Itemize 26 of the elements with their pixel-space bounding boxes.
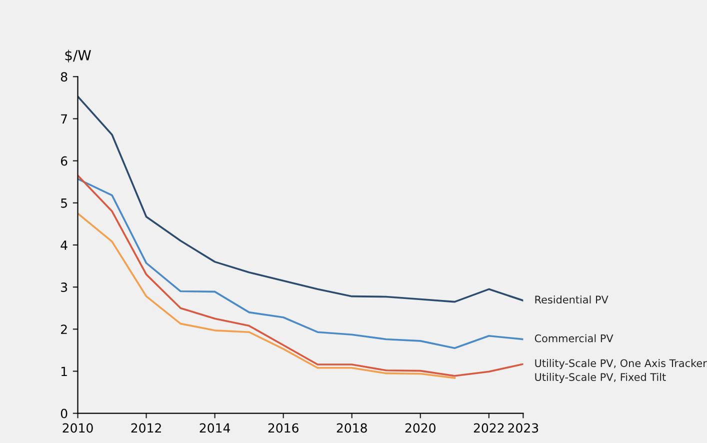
y-tick-label: 5 <box>61 198 67 208</box>
text: Utility-Scale PV, Fixed Tilt <box>535 372 666 384</box>
line-series <box>78 212 456 379</box>
y-tick-label: 1 <box>61 366 67 376</box>
x-tick-label: 2018 <box>336 423 367 433</box>
y-tick-label: 6 <box>60 156 68 166</box>
series-label: Residential PV <box>535 295 608 304</box>
x-tick-label: 2010 <box>62 423 93 433</box>
y-tick-label: 2 <box>61 324 67 334</box>
y-tick-label: 0 <box>60 408 68 418</box>
line-series <box>78 96 524 303</box>
series-label: Commercial PV <box>534 334 614 342</box>
y-tick-label: 7 <box>61 114 67 124</box>
line-series <box>78 174 524 377</box>
x-tick-label: 2022 <box>474 423 504 433</box>
y-tick-label: 4 <box>60 240 68 250</box>
y-tick-label: 3 <box>61 282 68 292</box>
line-series <box>78 178 524 349</box>
y-tick-label: 8 <box>60 72 68 82</box>
x-tick-label: 2014 <box>200 423 230 433</box>
x-tick-label: 2020 <box>405 423 436 433</box>
series-label: Utility-Scale PV, One Axis Tracker <box>535 359 707 370</box>
x-tick-label: 2012 <box>131 423 161 433</box>
x-tick-label: 2023 <box>508 423 538 433</box>
y-axis-title: $/W <box>65 50 91 62</box>
x-tick-label: 2016 <box>268 423 298 433</box>
